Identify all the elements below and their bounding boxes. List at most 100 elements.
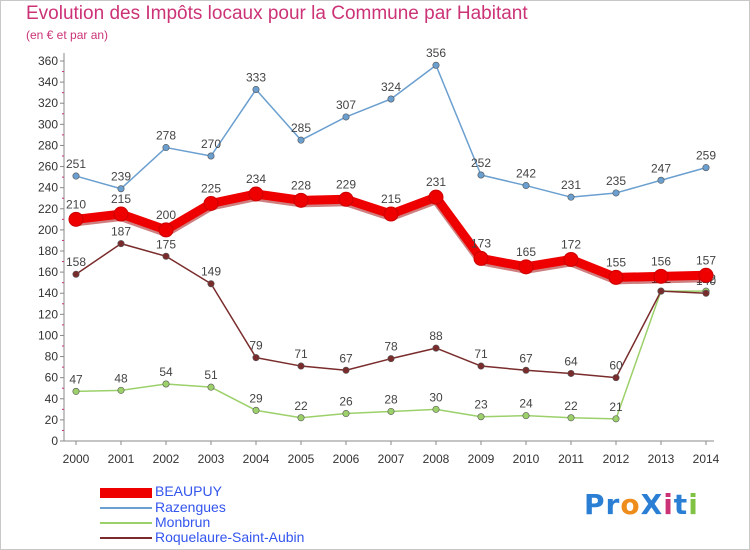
- y-tick-label: 260: [38, 160, 58, 174]
- data-label: 252: [471, 156, 491, 170]
- data-label: 235: [606, 174, 626, 188]
- data-label: 175: [156, 237, 176, 251]
- data-point: [702, 164, 710, 172]
- legend-label: Roquelaure-Saint-Aubin: [155, 529, 305, 545]
- data-point: [657, 287, 665, 295]
- data-point: [432, 344, 440, 352]
- proxiti-logo: ProXiti: [584, 488, 699, 521]
- data-point: [342, 113, 350, 121]
- data-label: 21: [609, 400, 623, 414]
- x-tick-label: 2006: [333, 452, 360, 466]
- y-tick-label: 360: [38, 54, 58, 68]
- data-point: [68, 211, 84, 227]
- y-tick-label: 0: [51, 434, 58, 448]
- data-point: [248, 186, 264, 202]
- data-label: 155: [606, 255, 626, 269]
- data-label: 149: [201, 265, 221, 279]
- x-tick-label: 2013: [648, 452, 675, 466]
- data-label: 215: [111, 192, 131, 206]
- y-tick-label: 220: [38, 202, 58, 216]
- data-label: 158: [66, 255, 86, 269]
- data-point: [522, 182, 530, 190]
- data-point: [702, 289, 710, 297]
- legend-swatch: [100, 488, 152, 498]
- y-tick-label: 80: [45, 350, 59, 364]
- data-label: 67: [519, 351, 533, 365]
- y-tick-label: 200: [38, 223, 58, 237]
- data-label: 242: [516, 167, 536, 181]
- data-point: [477, 362, 485, 370]
- data-point: [72, 172, 80, 180]
- data-label: 165: [516, 245, 536, 259]
- data-label: 356: [426, 46, 446, 60]
- data-label: 67: [339, 351, 353, 365]
- data-label: 285: [291, 121, 311, 135]
- data-label: 229: [336, 177, 356, 191]
- data-point: [207, 383, 215, 391]
- data-point: [387, 95, 395, 103]
- data-label: 71: [474, 347, 488, 361]
- y-tick-label: 40: [45, 392, 59, 406]
- data-point: [158, 222, 174, 238]
- data-point: [117, 240, 125, 248]
- data-label: 234: [246, 172, 266, 186]
- data-point: [477, 171, 485, 179]
- data-point: [657, 176, 665, 184]
- data-label: 228: [291, 178, 311, 192]
- data-label: 79: [249, 339, 263, 353]
- y-tick-label: 340: [38, 75, 58, 89]
- data-label: 60: [609, 359, 623, 373]
- data-point: [698, 267, 714, 283]
- y-tick-label: 160: [38, 265, 58, 279]
- data-label: 78: [384, 340, 398, 354]
- data-label: 307: [336, 98, 356, 112]
- data-label: 215: [381, 192, 401, 206]
- y-tick-label: 60: [45, 371, 59, 385]
- data-label: 30: [429, 390, 443, 404]
- data-point: [117, 185, 125, 193]
- data-point: [477, 413, 485, 421]
- x-tick-label: 2011: [558, 452, 584, 466]
- y-tick-label: 20: [45, 413, 59, 427]
- data-point: [342, 410, 350, 418]
- data-label: 172: [561, 237, 581, 251]
- data-point: [612, 415, 620, 423]
- data-point: [608, 269, 624, 285]
- y-tick-label: 240: [38, 181, 58, 195]
- data-label: 231: [561, 178, 581, 192]
- legend-swatch: [100, 522, 152, 524]
- data-point: [162, 144, 170, 152]
- data-point: [567, 193, 575, 201]
- data-point: [117, 386, 125, 394]
- data-label: 270: [201, 137, 221, 151]
- data-point: [252, 86, 260, 94]
- y-tick-label: 140: [38, 286, 58, 300]
- data-label: 333: [246, 71, 266, 85]
- data-point: [522, 412, 530, 420]
- data-label: 157: [696, 253, 716, 267]
- x-tick-label: 2005: [288, 452, 315, 466]
- data-label: 324: [381, 80, 401, 94]
- y-tick-label: 280: [38, 138, 58, 152]
- y-tick-label: 120: [38, 307, 58, 321]
- data-point: [297, 362, 305, 370]
- data-point: [387, 407, 395, 415]
- data-point: [342, 366, 350, 374]
- data-label: 64: [564, 354, 578, 368]
- x-tick-label: 2014: [693, 452, 720, 466]
- data-label: 88: [429, 329, 443, 343]
- legend-swatch: [100, 507, 152, 509]
- x-tick-label: 2002: [153, 452, 180, 466]
- x-tick-label: 2000: [63, 452, 90, 466]
- data-label: 28: [384, 392, 398, 406]
- data-point: [518, 259, 534, 275]
- data-label: 51: [204, 368, 218, 382]
- x-tick-label: 2004: [243, 452, 270, 466]
- data-point: [252, 354, 260, 362]
- x-tick-label: 2009: [468, 452, 495, 466]
- x-tick-label: 2003: [198, 452, 225, 466]
- data-point: [203, 196, 219, 211]
- legend-label: Monbrun: [155, 514, 211, 530]
- data-label: 48: [114, 371, 128, 385]
